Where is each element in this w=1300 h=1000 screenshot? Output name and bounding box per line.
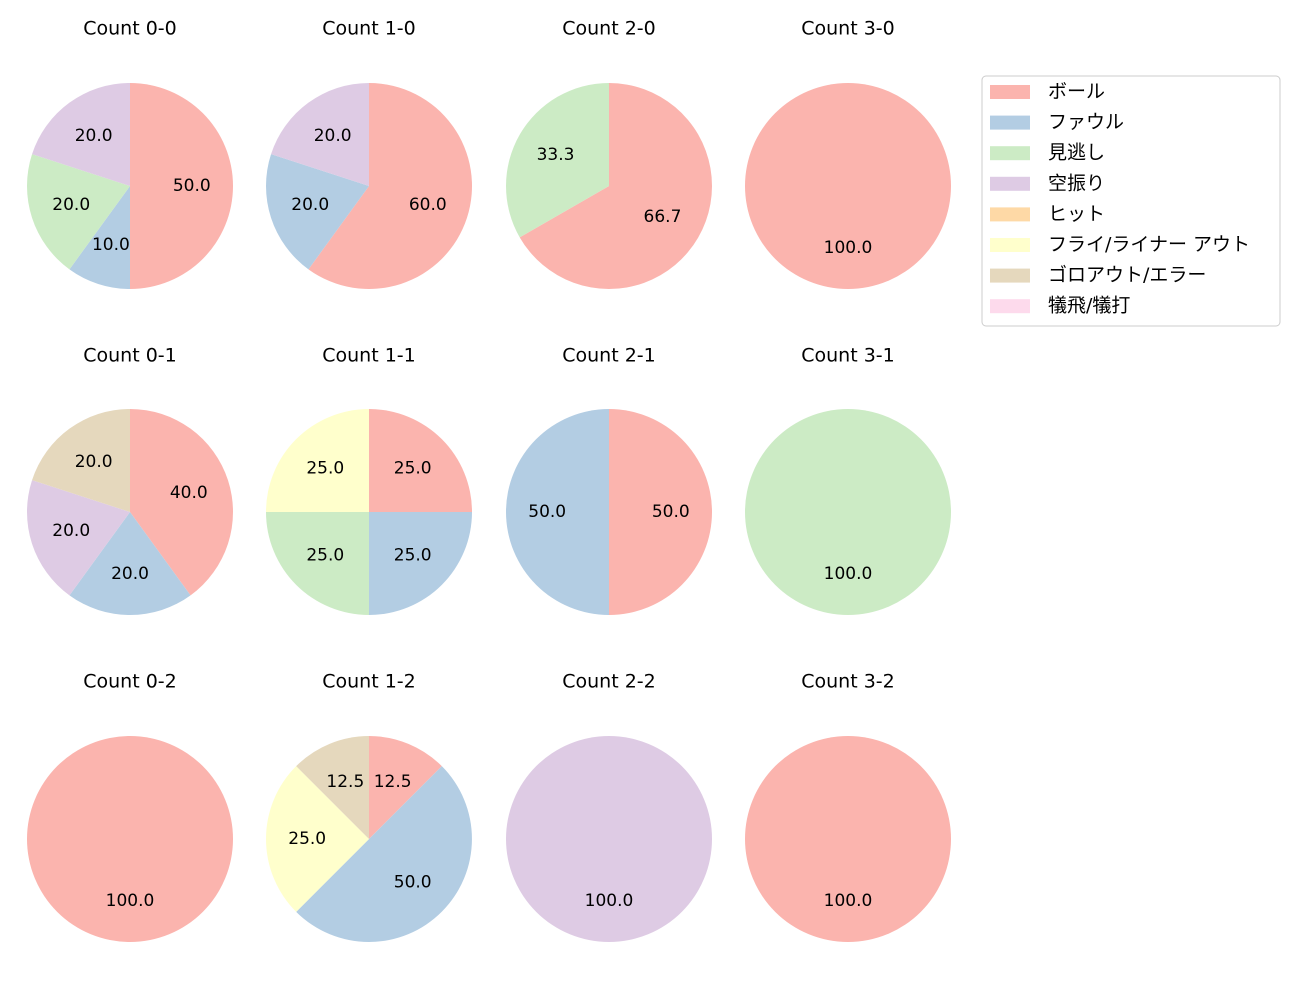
- chart-title: Count 1-0: [322, 18, 416, 40]
- slice-label: 20.0: [111, 564, 149, 584]
- legend-label: ゴロアウト/エラー: [1048, 264, 1206, 286]
- legend-swatch: [990, 176, 1030, 191]
- pie-slice: [27, 480, 130, 596]
- legend-swatch: [990, 268, 1030, 283]
- pie-slice: [69, 186, 130, 289]
- slice-label: 25.0: [394, 546, 432, 566]
- pie-slice: [308, 83, 473, 289]
- slice-label: 100.0: [585, 891, 634, 911]
- slice-label: 25.0: [288, 829, 326, 849]
- pie-slice: [266, 409, 369, 512]
- legend-swatch: [990, 207, 1030, 222]
- slice-label: 100.0: [824, 564, 873, 584]
- legend-swatch: [990, 299, 1030, 314]
- pie-slice: [26, 154, 131, 270]
- slice-label: 33.3: [537, 145, 575, 165]
- legend-label: ヒット: [1048, 203, 1105, 225]
- pie-slice: [369, 736, 442, 839]
- slice-label: 50.0: [652, 502, 690, 522]
- slice-label: 100.0: [824, 238, 873, 258]
- slice-label: 20.0: [314, 126, 352, 146]
- legend-label: 空振り: [1048, 172, 1105, 194]
- legend-label: ボール: [1048, 81, 1105, 103]
- chart-title: Count 2-0: [562, 18, 656, 40]
- pie-slice: [69, 512, 191, 615]
- slice-label: 12.5: [374, 772, 412, 792]
- pie-slice: [519, 83, 712, 289]
- legend-swatch: [990, 238, 1030, 252]
- slice-label: 100.0: [106, 891, 155, 911]
- slice-label: 50.0: [173, 176, 211, 196]
- chart-title: Count 2-2: [562, 671, 656, 693]
- slice-label: 12.5: [326, 772, 364, 792]
- pie-slice: [506, 409, 609, 615]
- slice-label: 66.7: [644, 207, 682, 227]
- pie-slice: [266, 512, 369, 615]
- chart-title: Count 3-1: [801, 345, 895, 367]
- pie-slice: [369, 409, 472, 512]
- legend-swatch: [990, 85, 1030, 99]
- legend-label: 見逃し: [1048, 142, 1105, 164]
- legend-box: [981, 75, 1281, 327]
- pie-slice: [130, 409, 233, 596]
- slice-label: 20.0: [52, 195, 90, 215]
- pie-slice: [130, 83, 233, 289]
- pie-slice: [266, 766, 369, 912]
- slice-label: 20.0: [52, 521, 90, 541]
- slice-label: 25.0: [306, 458, 344, 478]
- slice-label: 20.0: [75, 126, 113, 146]
- pie-slice: [296, 766, 472, 942]
- chart-title: Count 3-0: [801, 18, 895, 40]
- slice-label: 60.0: [409, 195, 447, 215]
- pie-slice: [745, 736, 951, 942]
- slice-label: 20.0: [291, 195, 329, 215]
- slice-label: 25.0: [394, 458, 432, 478]
- legend-label: フライ/ライナー アウト: [1048, 234, 1250, 256]
- pie-slice: [609, 409, 712, 615]
- slice-label: 50.0: [394, 873, 432, 893]
- chart-title: Count 0-0: [83, 18, 177, 40]
- pie-slice: [32, 83, 130, 186]
- legend-label: 犠飛/犠打: [1048, 295, 1130, 317]
- slice-label: 20.0: [75, 452, 113, 472]
- legend-label: ファウル: [1048, 111, 1124, 133]
- chart-title: Count 3-2: [801, 671, 895, 693]
- chart-title: Count 2-1: [562, 345, 656, 367]
- slice-label: 25.0: [306, 546, 344, 566]
- legend-swatch: [990, 115, 1030, 130]
- pie-slice: [27, 736, 233, 942]
- pie-slice: [296, 736, 369, 839]
- pie-slice: [271, 83, 369, 186]
- slice-label: 50.0: [528, 502, 566, 522]
- pie-slice: [32, 409, 130, 512]
- chart-title: Count 0-2: [83, 671, 177, 693]
- slice-label: 10.0: [92, 235, 130, 255]
- legend-swatch: [990, 146, 1030, 161]
- pie-slice: [506, 736, 712, 942]
- pie-slice: [266, 154, 369, 270]
- chart-title: Count 1-2: [322, 671, 416, 693]
- chart-title: Count 1-1: [322, 345, 416, 367]
- pie-slice: [506, 83, 609, 238]
- chart-title: Count 0-1: [83, 345, 177, 367]
- pie-slice: [369, 512, 472, 615]
- pie-slice: [745, 409, 951, 615]
- pie-slice: [745, 83, 951, 289]
- slice-label: 40.0: [170, 483, 208, 503]
- slice-label: 100.0: [824, 891, 873, 911]
